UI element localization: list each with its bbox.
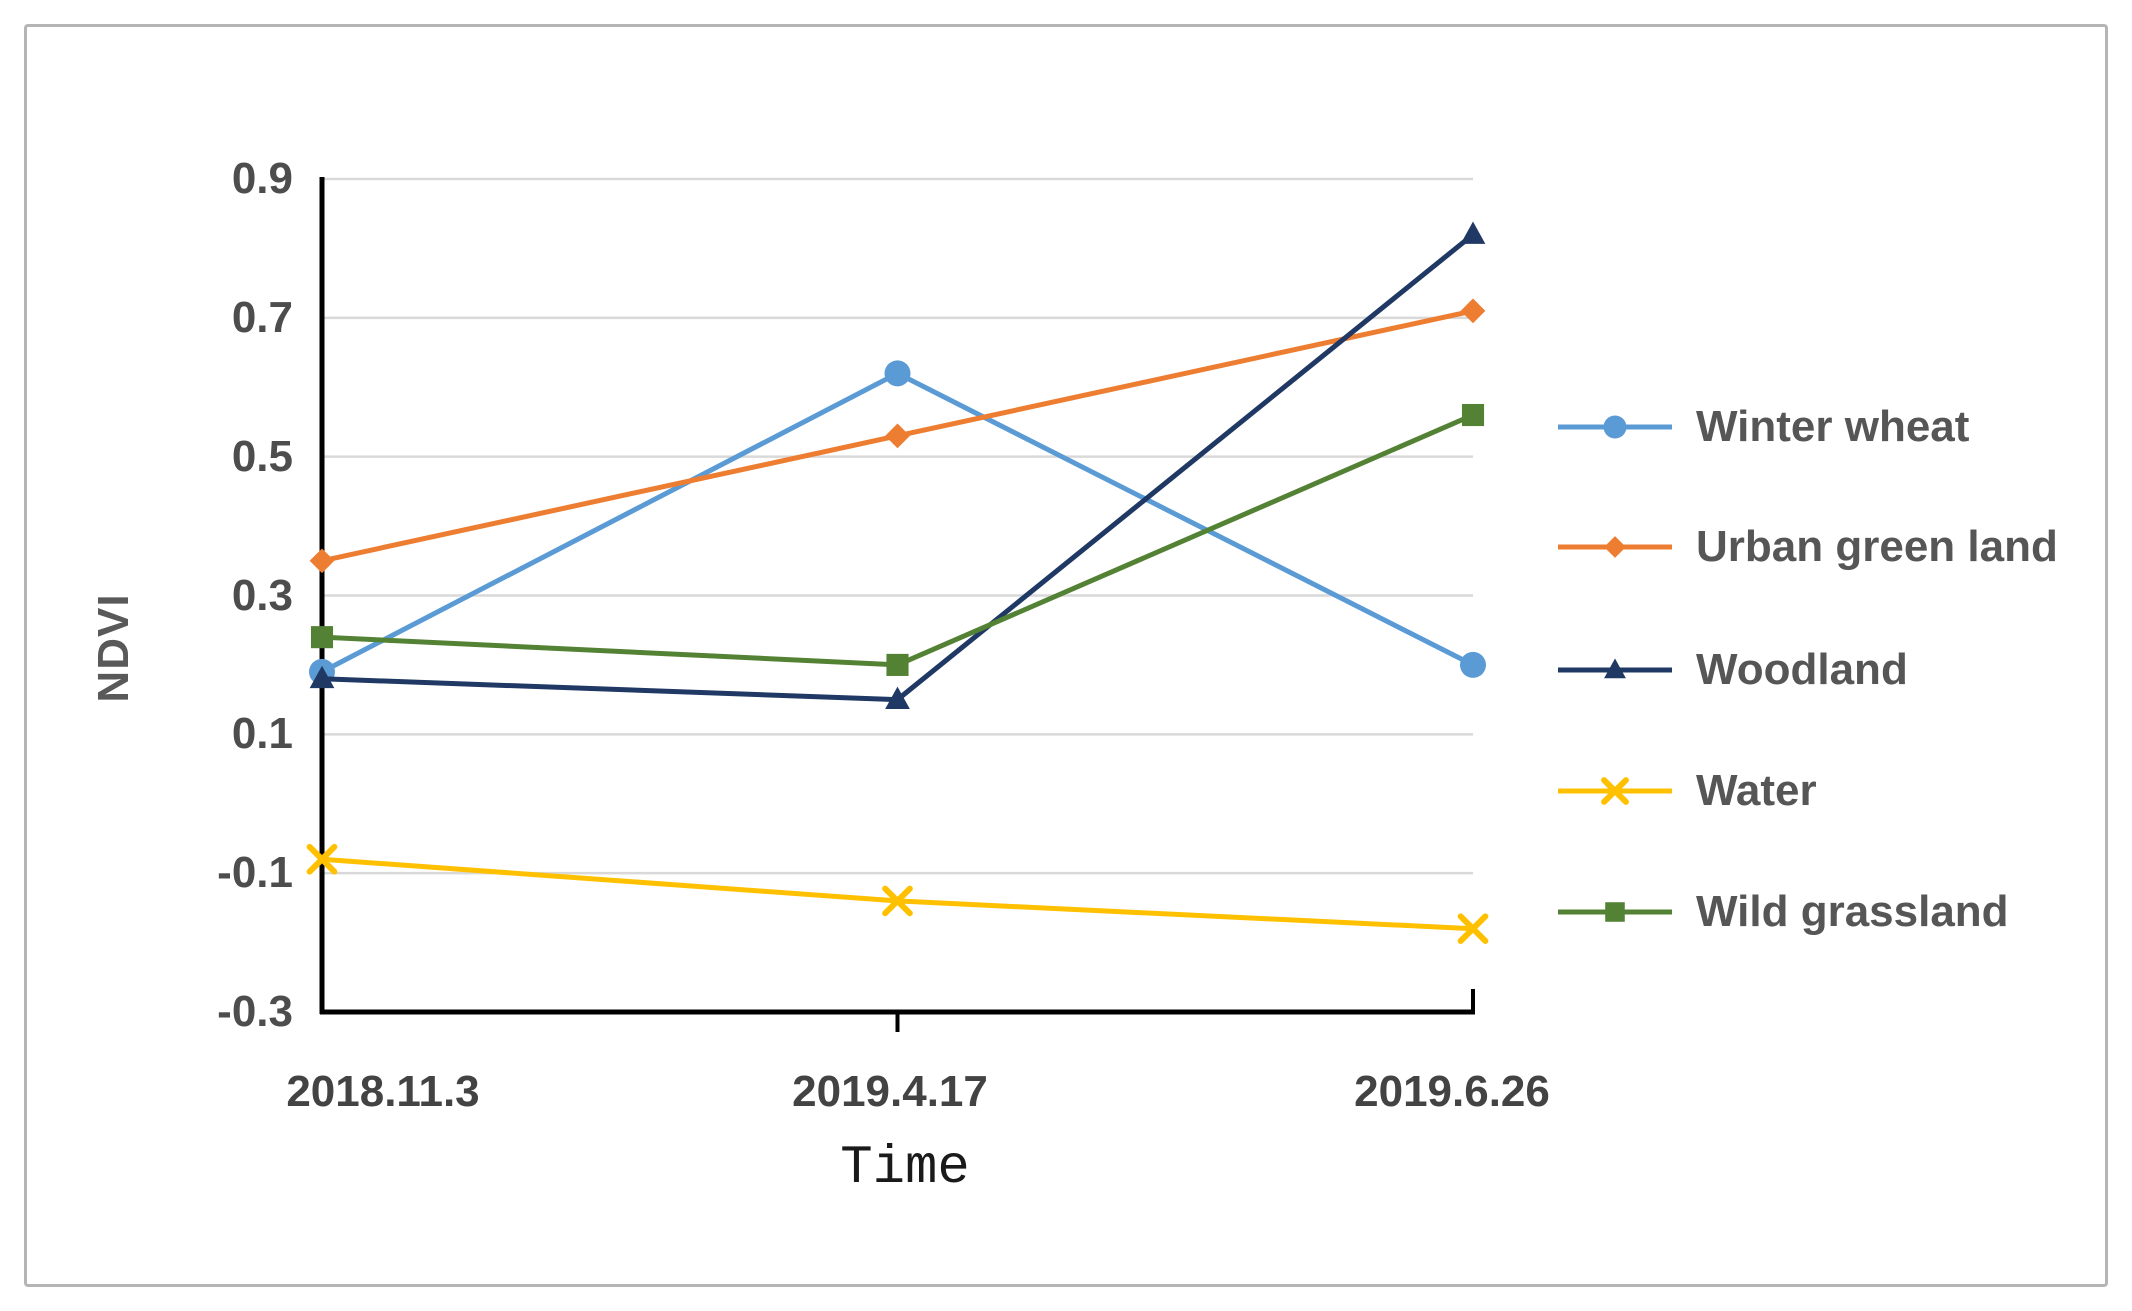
series-woodland xyxy=(309,221,1486,709)
wild-grassland-legend-swatch xyxy=(1558,902,1672,922)
legend-item-wild-grassland: Wild grassland xyxy=(1556,886,2009,938)
wild-grassland-marker xyxy=(310,626,334,649)
woodland-legend-swatch xyxy=(1558,658,1672,679)
legend-label: Woodland xyxy=(1696,645,1908,694)
y-axis-title: NDVI xyxy=(89,593,138,703)
legend-item-woodland: Woodland xyxy=(1556,644,1908,696)
water-legend-marker xyxy=(1601,777,1629,805)
legend-item-urban-green-land: Urban green land xyxy=(1556,521,2058,573)
y-tick-label: -0.3 xyxy=(217,987,293,1036)
woodland-marker xyxy=(309,665,335,689)
y-tick-label: 0.1 xyxy=(231,709,293,759)
series-winter-wheat xyxy=(309,360,1486,685)
water-marker xyxy=(882,885,913,917)
series-urban-green-land xyxy=(309,298,1486,574)
legend-label: Winter wheat xyxy=(1696,402,1970,451)
wild-grassland-marker xyxy=(886,653,909,676)
urban-green-land-marker xyxy=(1460,298,1486,324)
woodland-marker xyxy=(885,686,910,709)
winter-wheat-legend-marker xyxy=(1603,415,1627,439)
series-wild-grassland xyxy=(310,403,1485,676)
legend-label: Wild grassland xyxy=(1696,887,2009,936)
y-tick-label: 0.7 xyxy=(231,292,293,342)
woodland-legend-marker xyxy=(1604,658,1626,679)
winter-wheat-marker xyxy=(1460,651,1486,678)
winter-wheat-marker xyxy=(884,360,911,387)
y-tick-label: 0.3 xyxy=(231,570,293,620)
winter-wheat-legend-swatch xyxy=(1558,415,1672,439)
y-tick-label: -0.1 xyxy=(217,848,293,898)
y-tick-label: 0.9 xyxy=(231,154,293,203)
wild-grassland-legend-marker xyxy=(1605,902,1625,922)
woodland-marker xyxy=(1460,221,1486,244)
water-legend-swatch xyxy=(1558,777,1672,805)
woodland-line xyxy=(319,232,1476,703)
y-tick-label: 0.5 xyxy=(231,431,293,481)
x-axis-title: Time xyxy=(840,1138,970,1199)
x-tick-label: 2019.4.17 xyxy=(792,1067,988,1116)
urban-green-land-legend-marker xyxy=(1604,536,1626,558)
legend-label: Water xyxy=(1696,766,1817,815)
urban-green-land-legend-swatch xyxy=(1558,536,1672,558)
urban-green-land-marker xyxy=(885,423,910,449)
x-tick-label: 2018.11.3 xyxy=(286,1067,480,1116)
x-tick-label: 2019.6.26 xyxy=(1354,1067,1550,1116)
urban-green-land-marker xyxy=(309,548,335,574)
water-marker xyxy=(1457,913,1489,945)
water-line xyxy=(319,856,1476,932)
wild-grassland-line xyxy=(319,412,1476,668)
legend-item-water: Water xyxy=(1556,765,1817,817)
series-water xyxy=(306,843,1489,945)
wild-grassland-marker xyxy=(1461,403,1485,427)
legend-item-winter-wheat: Winter wheat xyxy=(1556,401,1969,453)
water-marker xyxy=(306,843,338,875)
legend-label: Urban green land xyxy=(1696,522,2058,571)
